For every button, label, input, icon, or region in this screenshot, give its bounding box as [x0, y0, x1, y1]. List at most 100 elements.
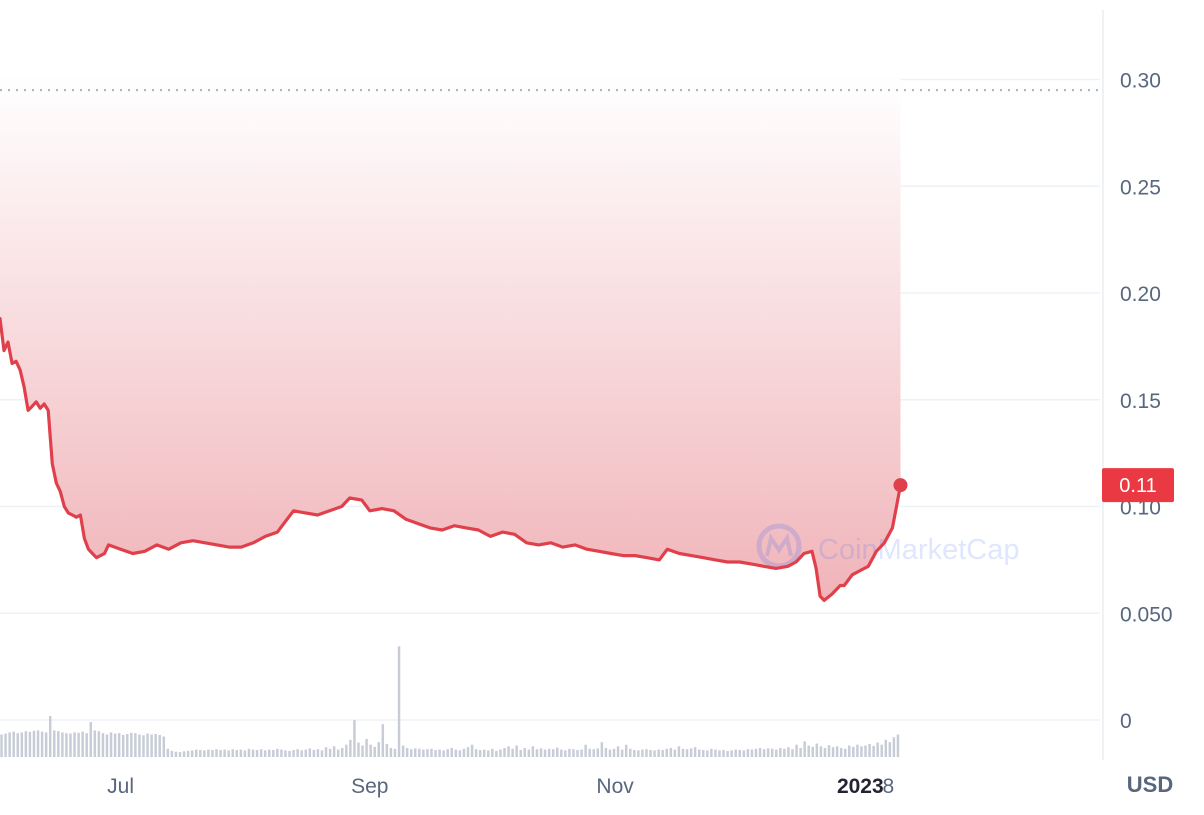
volume-bar	[551, 749, 555, 757]
volume-bar	[389, 748, 393, 757]
volume-bar	[474, 749, 478, 757]
watermark: CoinMarketCap	[756, 523, 1019, 569]
volume-bar	[154, 734, 157, 757]
volume-bar	[373, 746, 376, 758]
volume-bar	[462, 748, 466, 757]
y-tick-label: 0.25	[1120, 176, 1161, 199]
volume-bar	[649, 750, 652, 757]
volume-bar	[4, 733, 7, 757]
volume-bar	[219, 750, 222, 757]
volume-bar	[515, 745, 518, 757]
volume-bar	[272, 750, 275, 757]
volume-bar	[20, 732, 24, 757]
volume-bar	[121, 734, 125, 757]
volume-bar	[24, 731, 28, 757]
volume-bar	[872, 745, 875, 757]
volume-bar	[182, 751, 186, 757]
volume-bar	[162, 736, 166, 757]
volume-bar	[665, 748, 668, 757]
volume-bar	[186, 750, 190, 757]
volume-bar	[381, 724, 385, 757]
volume-bar	[65, 733, 68, 757]
volume-bar	[357, 742, 360, 757]
watermark-text: CoinMarketCap	[818, 534, 1019, 566]
volume-bar	[543, 749, 547, 757]
volume-bar	[44, 732, 48, 757]
y-tick-label: 0.15	[1120, 390, 1161, 413]
volume-bar	[40, 731, 44, 757]
volume-bar	[0, 734, 3, 758]
volume-bar	[787, 747, 790, 757]
x-tick-label: Nov	[596, 775, 634, 798]
volume-bar	[624, 744, 628, 757]
volume-bar	[28, 732, 32, 757]
volume-bar	[426, 749, 429, 757]
volume-bar	[369, 744, 372, 757]
volume-bar	[215, 749, 218, 757]
volume-bar	[284, 750, 287, 757]
volume-bar	[888, 742, 892, 757]
volume-bar	[48, 716, 52, 757]
last-price-dot[interactable]	[893, 478, 908, 493]
volume-bar	[852, 746, 855, 758]
volume-bar	[681, 748, 685, 757]
volume-bar	[300, 750, 303, 757]
volume-bar	[478, 750, 482, 757]
volume-bar	[795, 744, 798, 757]
volume-bar	[57, 731, 60, 757]
volume-bar	[304, 749, 307, 757]
volume-bar	[73, 732, 76, 757]
volume-bar	[673, 749, 677, 757]
volume-bar	[442, 750, 445, 757]
volume-bar	[414, 748, 417, 757]
volume-bar	[199, 750, 202, 757]
price-line-path	[0, 317, 903, 602]
price-area-fill	[0, 78, 901, 601]
volume-bar	[134, 733, 137, 757]
volume-bar	[349, 739, 352, 757]
volume-bar	[61, 732, 64, 757]
volume-bar	[499, 749, 502, 757]
volume-bar	[758, 748, 762, 757]
volume-bar	[385, 743, 389, 757]
volume-bar	[714, 749, 717, 757]
volume-bar	[280, 749, 283, 757]
volume-bar	[864, 745, 867, 757]
volume-bar	[827, 745, 831, 757]
volume-bar	[527, 749, 531, 757]
volume-bar	[393, 748, 397, 757]
volume-bar	[36, 730, 40, 758]
volume-bar	[243, 750, 247, 757]
volume-bar	[588, 748, 591, 757]
volume-bar	[547, 748, 551, 757]
volume-bar	[117, 733, 121, 757]
volume-bar	[97, 731, 101, 757]
volume-bar	[150, 734, 153, 758]
volume-bar	[620, 749, 624, 757]
volume-bar	[762, 749, 766, 757]
volume-bar	[312, 750, 316, 757]
volume-bar	[81, 731, 84, 757]
volume-bar	[811, 746, 814, 758]
volume-bar	[336, 749, 340, 757]
volume-bar	[892, 737, 896, 757]
volume-bar	[203, 750, 206, 757]
volume-bar	[669, 748, 673, 757]
volume-bar	[779, 748, 782, 757]
volume-bar	[109, 732, 113, 757]
volume-bar	[560, 749, 563, 757]
volume-bar	[823, 748, 827, 757]
volume-bar	[438, 749, 441, 757]
volume-bar	[231, 749, 234, 757]
price-area	[0, 78, 901, 601]
volume-bar	[361, 745, 364, 757]
volume-bar	[69, 733, 72, 757]
volume-bar	[576, 750, 579, 757]
volume-bar	[446, 749, 449, 757]
volume-bar	[702, 750, 705, 757]
volume-bar	[697, 749, 701, 757]
volume-bar	[491, 748, 494, 757]
volume-bar	[341, 748, 344, 757]
price-badge-background	[1102, 468, 1174, 503]
